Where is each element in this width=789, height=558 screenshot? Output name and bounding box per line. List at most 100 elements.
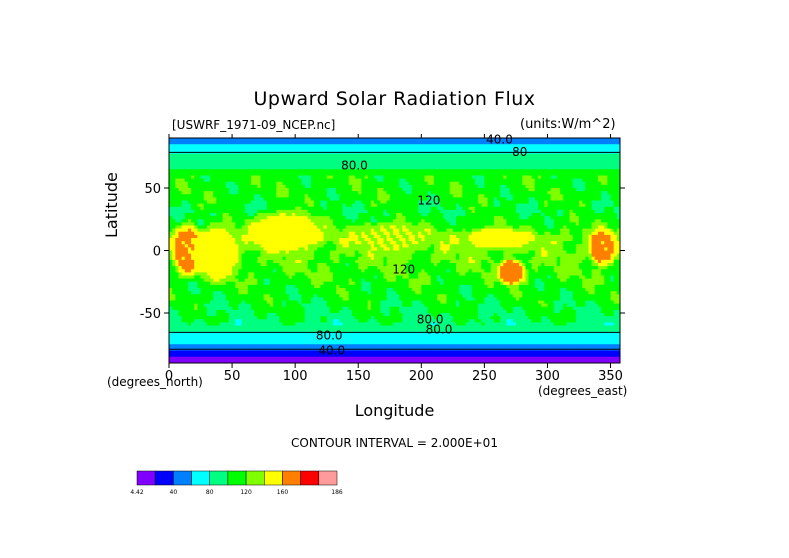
heatmap-cell xyxy=(345,216,350,220)
heatmap-cell xyxy=(175,188,179,192)
heatmap-cell xyxy=(329,178,334,183)
heatmap-cell xyxy=(493,241,498,245)
heatmap-cell xyxy=(292,213,296,217)
heatmap-cell xyxy=(361,216,365,220)
heatmap-cell xyxy=(522,209,526,214)
heatmap-cell xyxy=(566,181,570,186)
heatmap-cell xyxy=(191,175,195,180)
heatmap-cell xyxy=(604,241,608,245)
heatmap-cell xyxy=(531,172,536,176)
heatmap-cell xyxy=(301,188,306,192)
heatmap-cell xyxy=(172,188,176,192)
heatmap-cell xyxy=(329,166,334,170)
heatmap-cell xyxy=(525,156,529,161)
heatmap-cell xyxy=(266,222,271,226)
heatmap-cell xyxy=(380,209,384,214)
heatmap-cell xyxy=(610,241,615,245)
heatmap-cell xyxy=(487,225,492,230)
heatmap-cell xyxy=(437,178,441,183)
heatmap-cell xyxy=(610,234,615,239)
heatmap-cell xyxy=(301,203,306,208)
heatmap-cell xyxy=(310,175,315,180)
heatmap-cell xyxy=(345,147,350,151)
heatmap-cell xyxy=(263,138,268,142)
heatmap-cell xyxy=(184,141,189,145)
heatmap-cell xyxy=(345,231,350,236)
heatmap-cell xyxy=(456,175,460,180)
heatmap-cell xyxy=(563,209,567,214)
heatmap-cell xyxy=(462,231,466,236)
heatmap-cell xyxy=(386,144,391,148)
heatmap-cell xyxy=(468,166,473,170)
heatmap-cell xyxy=(225,206,230,211)
heatmap-cell xyxy=(178,209,183,214)
heatmap-cell xyxy=(392,184,397,189)
heatmap-cell xyxy=(364,222,369,226)
heatmap-cell xyxy=(351,163,356,167)
heatmap-cell xyxy=(314,138,318,142)
heatmap-cell xyxy=(238,163,242,167)
heatmap-cell xyxy=(569,159,574,164)
heatmap-cell xyxy=(594,209,599,214)
heatmap-cell xyxy=(579,166,583,170)
heatmap-cell xyxy=(538,238,542,242)
heatmap-cell xyxy=(478,144,482,148)
heatmap-cell xyxy=(534,141,539,145)
heatmap-cell xyxy=(244,138,249,142)
heatmap-cell xyxy=(257,203,261,208)
heatmap-cell xyxy=(254,181,258,186)
heatmap-cell xyxy=(547,203,552,208)
heatmap-cell xyxy=(333,219,337,223)
heatmap-cell xyxy=(279,141,283,145)
heatmap-cell xyxy=(263,225,268,230)
heatmap-cell xyxy=(358,144,362,148)
heatmap-cell xyxy=(418,188,422,192)
heatmap-cell xyxy=(191,241,195,245)
heatmap-cell xyxy=(304,219,309,223)
heatmap-cell xyxy=(616,166,621,170)
heatmap-cell xyxy=(506,172,511,176)
heatmap-cell xyxy=(503,184,507,189)
heatmap-cell xyxy=(443,219,447,223)
heatmap-cell xyxy=(247,228,252,233)
heatmap-cell xyxy=(528,209,533,214)
heatmap-cell xyxy=(616,178,621,183)
heatmap-cell xyxy=(370,241,375,245)
heatmap-cell xyxy=(424,200,429,205)
heatmap-cell xyxy=(282,234,287,239)
heatmap-cell xyxy=(310,178,315,183)
heatmap-cell xyxy=(222,138,227,142)
heatmap-cell xyxy=(380,147,384,151)
heatmap-cell xyxy=(528,159,533,164)
heatmap-cell xyxy=(528,216,533,220)
heatmap-cell xyxy=(437,141,441,145)
heatmap-cell xyxy=(225,178,230,183)
heatmap-cell xyxy=(547,138,552,142)
heatmap-cell xyxy=(377,141,381,145)
heatmap-cell xyxy=(348,156,353,161)
heatmap-cell xyxy=(301,194,306,198)
heatmap-cell xyxy=(411,178,416,183)
heatmap-cell xyxy=(178,172,183,176)
heatmap-cell xyxy=(175,219,179,223)
heatmap-cell xyxy=(260,228,265,233)
heatmap-cell xyxy=(380,178,384,183)
heatmap-cell xyxy=(358,156,362,161)
heatmap-cell xyxy=(241,172,246,176)
heatmap-cell xyxy=(443,172,447,176)
heatmap-cell xyxy=(292,194,296,198)
heatmap-cell xyxy=(465,219,470,223)
heatmap-cell xyxy=(225,234,230,239)
heatmap-cell xyxy=(169,166,173,170)
heatmap-cell xyxy=(471,159,476,164)
heatmap-cell xyxy=(307,191,312,195)
heatmap-cell xyxy=(329,203,334,208)
heatmap-cell xyxy=(582,178,586,183)
heatmap-cell xyxy=(474,144,479,148)
heatmap-cell xyxy=(415,138,419,142)
heatmap-cell xyxy=(213,156,217,161)
heatmap-cell xyxy=(556,169,561,173)
heatmap-cell xyxy=(374,209,378,214)
heatmap-cell xyxy=(222,178,227,183)
heatmap-cell xyxy=(487,244,492,248)
